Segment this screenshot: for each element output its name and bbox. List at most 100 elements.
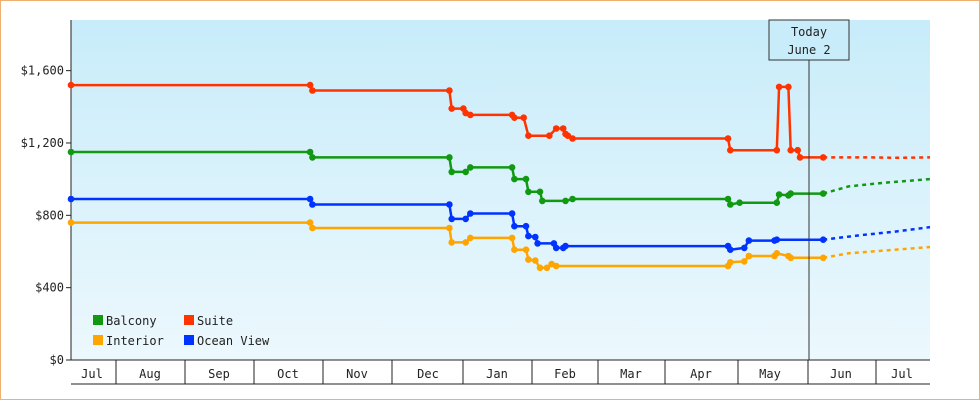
data-point-balcony[interactable] [525,188,532,196]
data-point-suite[interactable] [467,111,474,119]
data-point-suite[interactable] [552,125,560,132]
data-point-balcony[interactable] [67,148,75,156]
axes [70,20,930,385]
data-point-balcony[interactable] [511,175,518,183]
data-point-interior[interactable] [446,224,453,232]
data-point-ocean-view[interactable] [306,195,314,203]
data-point-balcony[interactable] [539,197,546,205]
data-point-interior[interactable] [532,257,539,264]
legend-label-ocean-view: Ocean View [197,334,270,348]
data-point-interior[interactable] [448,239,456,246]
data-point-interior[interactable] [536,264,544,272]
legend-swatch-balcony [93,315,103,325]
data-point-interior[interactable] [543,264,551,272]
data-point-balcony[interactable] [309,154,316,161]
x-month-label: Apr [690,367,712,381]
data-point-suite[interactable] [309,87,316,94]
data-point-balcony[interactable] [724,195,732,203]
data-point-ocean-view[interactable] [727,246,734,253]
data-point-ocean-view[interactable] [309,201,316,208]
data-point-interior[interactable] [511,246,518,253]
data-point-ocean-view[interactable] [67,195,75,203]
data-point-balcony[interactable] [775,191,783,198]
data-point-balcony[interactable] [467,164,474,171]
data-point-balcony[interactable] [536,188,544,196]
data-point-suite[interactable] [306,81,314,89]
data-point-suite[interactable] [785,83,792,91]
data-point-balcony[interactable] [569,195,576,203]
data-point-ocean-view[interactable] [448,215,456,223]
data-point-suite[interactable] [796,154,804,161]
data-point-suite[interactable] [724,135,732,142]
data-point-balcony[interactable] [773,199,781,206]
data-point-balcony[interactable] [522,175,530,183]
data-point-ocean-view[interactable] [552,244,560,252]
data-point-suite[interactable] [727,146,734,154]
data-point-interior[interactable] [727,259,734,266]
x-month-label: May [759,367,781,381]
data-point-suite[interactable] [511,114,518,121]
data-point-suite[interactable] [794,146,801,154]
data-point-interior[interactable] [787,254,794,262]
data-point-balcony[interactable] [736,199,743,206]
data-point-interior[interactable] [467,234,474,242]
data-point-suite[interactable] [787,146,794,154]
data-point-balcony[interactable] [448,168,456,176]
data-point-balcony[interactable] [462,168,470,176]
x-month-label: Jan [486,367,508,381]
data-point-interior[interactable] [741,258,748,265]
data-point-interior[interactable] [309,224,316,232]
data-point-interior[interactable] [525,256,532,263]
data-point-interior[interactable] [67,219,75,226]
data-point-suite[interactable] [525,132,532,139]
data-point-balcony[interactable] [446,154,453,161]
data-point-ocean-view[interactable] [525,232,532,240]
data-point-ocean-view[interactable] [522,222,530,230]
data-point-suite[interactable] [446,87,453,94]
data-point-ocean-view[interactable] [532,233,539,241]
data-point-suite[interactable] [448,105,456,112]
data-point-balcony[interactable] [787,190,794,197]
data-point-ocean-view[interactable] [467,210,474,217]
x-axis-month-labels: Jul Aug Sep Oct Nov Dec Jan Feb Mar Apr May Jun Jul [81,360,913,384]
data-point-ocean-view[interactable] [446,201,453,208]
data-point-ocean-view[interactable] [511,222,518,230]
data-point-interior[interactable] [306,219,314,226]
data-point-ocean-view[interactable] [462,215,470,223]
y-tick-label: $0 [50,353,64,367]
data-point-suite[interactable] [559,125,567,132]
data-point-suite[interactable] [775,83,783,91]
data-point-balcony[interactable] [819,190,827,197]
data-point-suite[interactable] [546,132,553,139]
data-point-suite[interactable] [520,114,527,121]
data-point-balcony[interactable] [508,164,516,171]
data-point-balcony[interactable] [562,197,569,205]
series-ocean-view [67,195,931,253]
data-point-ocean-view[interactable] [741,244,748,252]
data-point-interior[interactable] [552,262,560,270]
data-point-interior[interactable] [522,246,530,253]
data-point-balcony[interactable] [727,201,734,208]
x-month-label: Oct [277,367,299,381]
legend-label-suite: Suite [197,314,233,328]
data-point-interior[interactable] [508,234,516,242]
data-point-suite[interactable] [773,146,781,154]
data-point-ocean-view[interactable] [534,240,541,247]
data-point-interior[interactable] [819,254,827,262]
data-point-ocean-view[interactable] [819,236,827,243]
y-tick-label: $800 [35,208,64,222]
data-point-interior[interactable] [745,252,753,260]
legend-swatch-ocean-view [184,335,194,345]
data-point-balcony[interactable] [306,148,314,156]
data-point-ocean-view[interactable] [745,237,753,244]
today-annotation: Today June 2 [768,19,850,360]
data-point-suite[interactable] [819,154,827,161]
data-point-suite[interactable] [569,135,576,142]
data-point-interior[interactable] [462,239,470,246]
data-point-interior[interactable] [773,250,781,257]
data-point-ocean-view[interactable] [773,236,781,243]
data-point-suite[interactable] [67,81,75,89]
legend-swatch-suite [184,315,194,325]
data-point-ocean-view[interactable] [562,242,569,250]
data-point-ocean-view[interactable] [508,210,516,217]
